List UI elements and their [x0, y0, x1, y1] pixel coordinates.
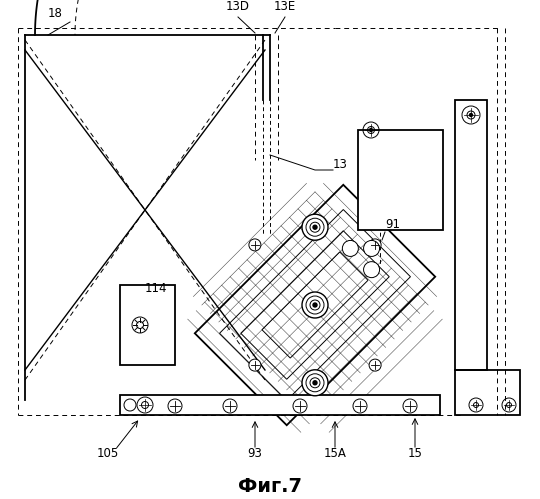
Circle shape — [369, 359, 381, 371]
Circle shape — [353, 399, 367, 413]
Circle shape — [363, 241, 380, 256]
Circle shape — [223, 399, 237, 413]
Circle shape — [293, 399, 307, 413]
Text: 13: 13 — [333, 158, 348, 171]
Bar — [455, 100, 487, 370]
Text: Фиг.7: Фиг.7 — [238, 478, 302, 497]
Circle shape — [369, 129, 373, 132]
Circle shape — [342, 241, 359, 256]
Circle shape — [249, 359, 261, 371]
Text: 114: 114 — [145, 282, 167, 295]
Circle shape — [369, 239, 381, 251]
Text: 93: 93 — [247, 447, 262, 460]
Text: 18: 18 — [48, 7, 63, 20]
Bar — [120, 285, 175, 365]
Bar — [455, 370, 520, 415]
Text: 13D: 13D — [226, 0, 250, 13]
Circle shape — [302, 370, 328, 396]
Circle shape — [249, 239, 261, 251]
Text: 15A: 15A — [323, 447, 347, 460]
Circle shape — [363, 261, 380, 277]
Circle shape — [302, 214, 328, 240]
Text: 15: 15 — [408, 447, 422, 460]
Text: 91: 91 — [385, 218, 400, 231]
Text: 105: 105 — [97, 447, 119, 460]
Bar — [120, 395, 440, 415]
Circle shape — [403, 399, 417, 413]
Circle shape — [313, 381, 317, 385]
Bar — [358, 130, 443, 230]
Circle shape — [313, 303, 317, 307]
Circle shape — [302, 292, 328, 318]
Circle shape — [168, 399, 182, 413]
Text: 13E: 13E — [274, 0, 296, 13]
Circle shape — [469, 113, 472, 116]
Circle shape — [313, 225, 317, 229]
